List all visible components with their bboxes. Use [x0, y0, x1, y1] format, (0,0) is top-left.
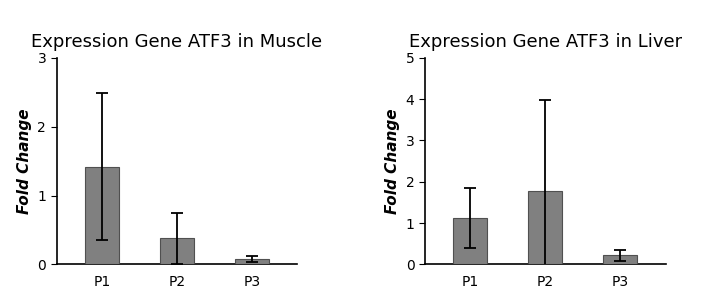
Y-axis label: Fold Change: Fold Change [385, 108, 400, 214]
Title: Expression Gene ATF3 in Muscle: Expression Gene ATF3 in Muscle [31, 33, 323, 51]
Title: Expression Gene ATF3 in Liver: Expression Gene ATF3 in Liver [409, 33, 682, 51]
Bar [160, 238, 194, 264]
Bar [603, 255, 637, 264]
Bar [85, 167, 119, 264]
Bar [528, 191, 562, 264]
Bar [453, 218, 487, 264]
Bar [235, 259, 269, 264]
Y-axis label: Fold Change: Fold Change [17, 108, 32, 214]
